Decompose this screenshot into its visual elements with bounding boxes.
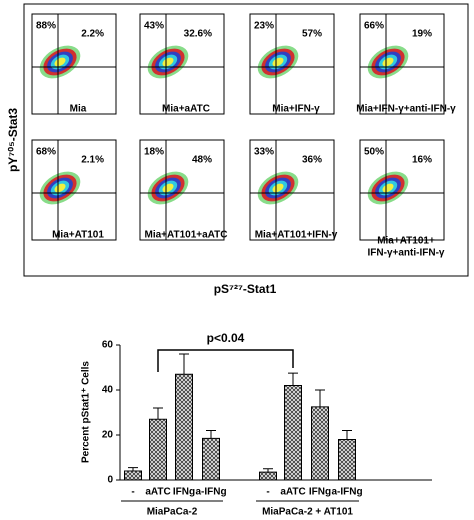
bar (124, 470, 142, 481)
x-tick-label: aATC (145, 487, 170, 498)
y-tick-label: 60 (102, 340, 114, 351)
bar (175, 373, 193, 481)
density-blob (257, 45, 299, 79)
panel-label: Mia+IFN-γ+anti-IFN-γ (356, 104, 456, 115)
upper-left-percent: 33% (254, 147, 274, 158)
upper-left-percent: 23% (254, 21, 274, 32)
upper-right-percent: 19% (412, 29, 432, 40)
x-tick-label: a-IFNg (195, 487, 226, 498)
bar (149, 418, 167, 481)
group-label: MiaPaCa-2 (147, 507, 198, 518)
density-level (382, 57, 394, 67)
panel-label: IFN-γ+anti-IFN-γ (368, 248, 445, 259)
upper-left-percent: 66% (364, 21, 384, 32)
upper-right-percent: 16% (412, 155, 432, 166)
density-level (54, 57, 66, 67)
y-axis-label: pY⁷⁰⁵-Stat3 (6, 108, 20, 172)
group-label: MiaPaCa-2 + AT101 (262, 507, 353, 518)
density-level (162, 183, 174, 193)
y-axis-label: Percent pStat1⁺ Cells (81, 361, 92, 463)
panel-label: Mia+AT101 (52, 230, 104, 241)
upper-left-percent: 18% (144, 147, 164, 158)
density-level (272, 183, 284, 193)
upper-right-percent: 57% (302, 29, 322, 40)
density-level (272, 57, 284, 67)
panel-label: Mia+AT101+ (377, 236, 435, 247)
density-level (162, 57, 174, 67)
bar (338, 439, 356, 481)
significance-bracket (157, 349, 294, 372)
y-tick-label: 40 (102, 385, 114, 396)
x-tick-label: IFNg (173, 487, 195, 498)
upper-right-percent: 36% (302, 155, 322, 166)
panel-label: Mia+AT101+IFN-γ (255, 230, 338, 241)
upper-right-percent: 2.2% (81, 29, 104, 40)
panel-label: Mia+IFN-γ (272, 104, 320, 115)
upper-left-percent: 43% (144, 21, 164, 32)
upper-right-percent: 2.1% (81, 155, 104, 166)
x-tick-label: - (131, 487, 134, 498)
upper-right-percent: 48% (192, 155, 212, 166)
bar (284, 385, 302, 481)
density-level (382, 183, 394, 193)
x-tick-label: a-IFNg (331, 487, 362, 498)
y-tick-label: 0 (107, 475, 113, 486)
upper-left-percent: 50% (364, 147, 384, 158)
annotation: p<0.04 (207, 331, 245, 345)
upper-right-percent: 32.6% (184, 29, 212, 40)
x-tick-label: - (266, 487, 269, 498)
y-tick-label: 20 (102, 430, 114, 441)
bar (202, 437, 220, 481)
bar (259, 471, 277, 481)
upper-left-percent: 88% (36, 21, 56, 32)
x-tick-label: IFNg (309, 487, 331, 498)
panel-label: Mia (70, 104, 87, 115)
x-tick-label: aATC (280, 487, 305, 498)
x-axis-label: pS⁷²⁷-Stat1 (214, 282, 277, 296)
bar (311, 406, 329, 481)
figure-frame (23, 3, 469, 277)
panel-label: Mia+aATC (162, 104, 210, 115)
panel-label: Mia+AT101+aATC (145, 230, 228, 241)
density-level (54, 183, 66, 193)
upper-left-percent: 68% (36, 147, 56, 158)
